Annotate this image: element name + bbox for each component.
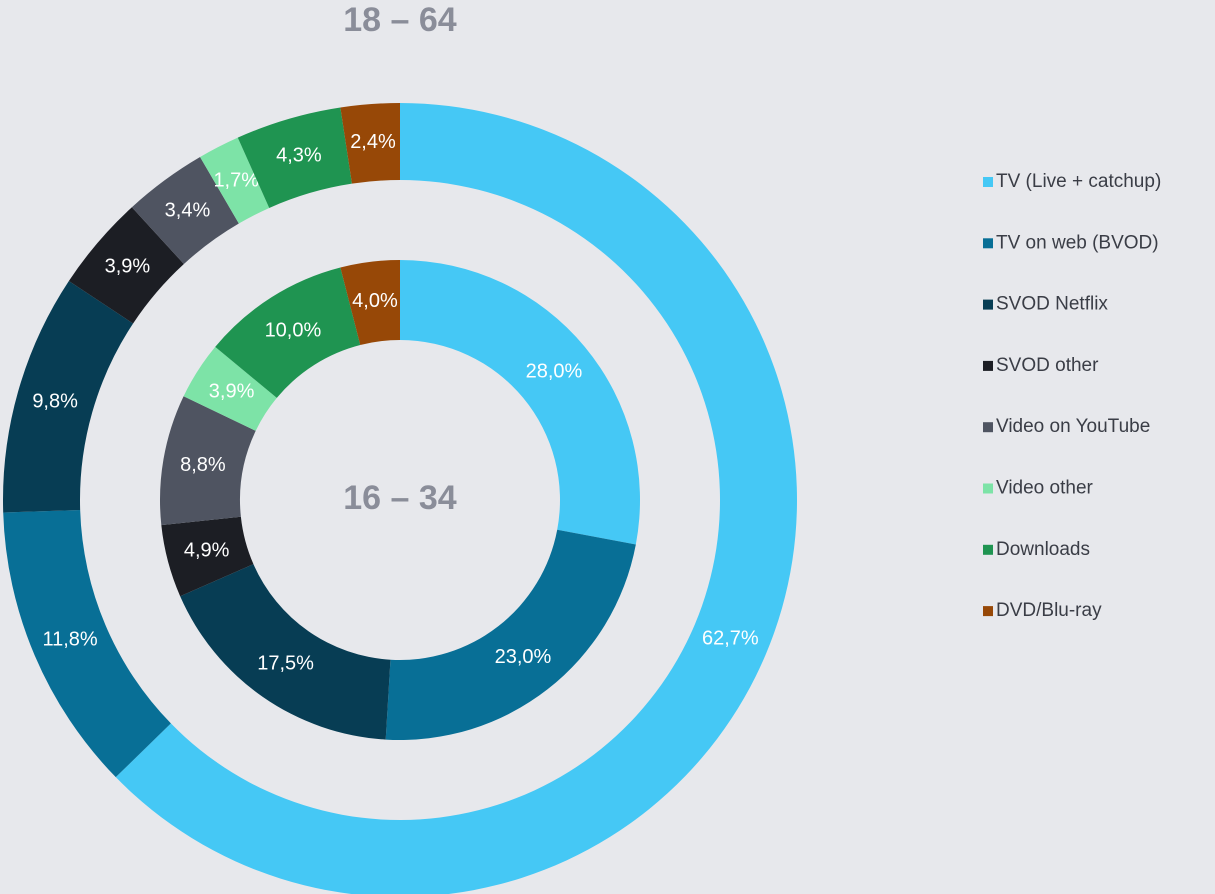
legend-label: SVOD Netflix [996, 294, 1108, 315]
legend-swatch [983, 544, 993, 555]
donut-segment [340, 260, 400, 346]
value-label: 23,0% [495, 646, 552, 668]
donut-segment [159, 396, 256, 526]
value-label: 1,7% [213, 169, 259, 191]
value-label: 9,8% [32, 390, 78, 412]
value-label: 8,8% [180, 454, 226, 476]
donut-segment [68, 207, 184, 324]
legend-label: DVD/Blu-ray [996, 600, 1102, 621]
value-label: 2,4% [350, 131, 396, 153]
legend-swatch [983, 177, 993, 187]
donut-segment [237, 107, 352, 208]
value-label: 4,9% [184, 539, 230, 561]
donut-segment [131, 157, 239, 264]
value-label: 17,5% [257, 652, 314, 674]
inner-ring-title: 16 – 34 [343, 479, 457, 517]
donut-segment [400, 260, 641, 545]
legend-label: TV (Live + catchup) [996, 171, 1161, 192]
value-label: 4,3% [276, 144, 322, 166]
donut-segment [180, 564, 391, 740]
legend-label: Downloads [996, 539, 1090, 560]
value-label: 28,0% [526, 361, 583, 383]
value-label: 3,4% [165, 200, 211, 222]
legend-swatch [983, 483, 993, 494]
legend-swatch [983, 299, 993, 310]
value-label: 62,7% [702, 628, 759, 650]
donut-segment [385, 529, 636, 740]
value-label: 4,0% [352, 290, 398, 312]
value-label: 3,9% [105, 255, 151, 277]
outer-ring-title: 18 – 64 [343, 1, 457, 39]
legend-label: SVOD other [996, 355, 1099, 376]
legend-label: Video other [996, 478, 1094, 499]
legend-swatch [983, 606, 993, 617]
value-label: 3,9% [209, 380, 255, 402]
legend-swatch [983, 422, 993, 433]
donut-segment [115, 103, 797, 894]
value-label: 11,8% [42, 629, 97, 651]
legend-swatch [983, 238, 993, 249]
donut-segment [340, 103, 400, 184]
value-label: 10,0% [265, 319, 322, 341]
legend-label: TV on web (BVOD) [996, 232, 1159, 253]
donut-segment [215, 267, 361, 398]
donut-segment [161, 516, 254, 597]
donut-segment [183, 346, 277, 431]
legend-swatch [983, 360, 993, 371]
legend-label: Video on YouTube [996, 416, 1150, 437]
donut-segment [3, 280, 134, 513]
donut-segment [200, 137, 270, 224]
donut-segment [3, 510, 171, 778]
